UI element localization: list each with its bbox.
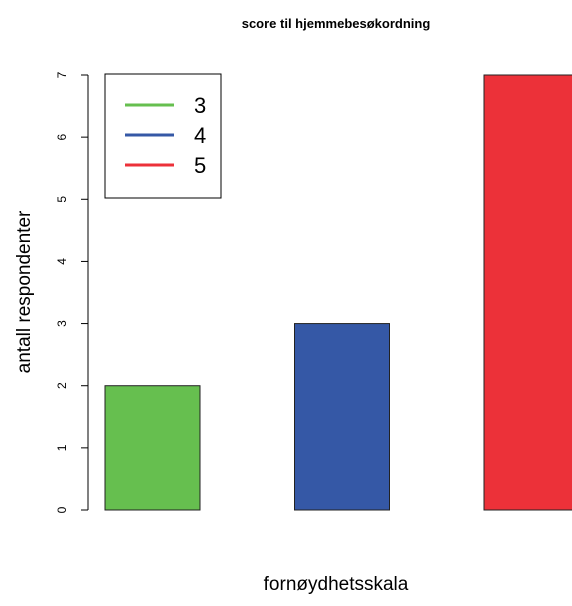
y-tick-label: 2 (55, 382, 69, 389)
y-axis: 0 1 2 3 4 5 6 7 (55, 71, 89, 513)
bar-5 (483, 74, 572, 511)
y-tick-label: 6 (55, 133, 69, 140)
bar-3 (104, 385, 201, 511)
legend-label: 3 (194, 93, 206, 118)
legend-label: 4 (194, 123, 206, 148)
bars-group (104, 74, 572, 511)
legend: 3 4 5 (104, 73, 222, 199)
y-tick-label: 5 (55, 196, 69, 203)
y-axis-label: antall respondenter (14, 210, 35, 373)
y-tick-label: 0 (55, 506, 69, 513)
y-tick-label: 4 (55, 258, 69, 265)
legend-label: 5 (194, 153, 206, 178)
y-tick-label: 3 (55, 320, 69, 327)
chart-title: score til hjemmebesøkordning (242, 16, 431, 31)
y-tick-label: 1 (55, 444, 69, 451)
bar-4 (294, 323, 390, 511)
y-tick-label: 7 (55, 71, 69, 78)
x-axis-label: fornøydhetsskala (264, 574, 409, 595)
